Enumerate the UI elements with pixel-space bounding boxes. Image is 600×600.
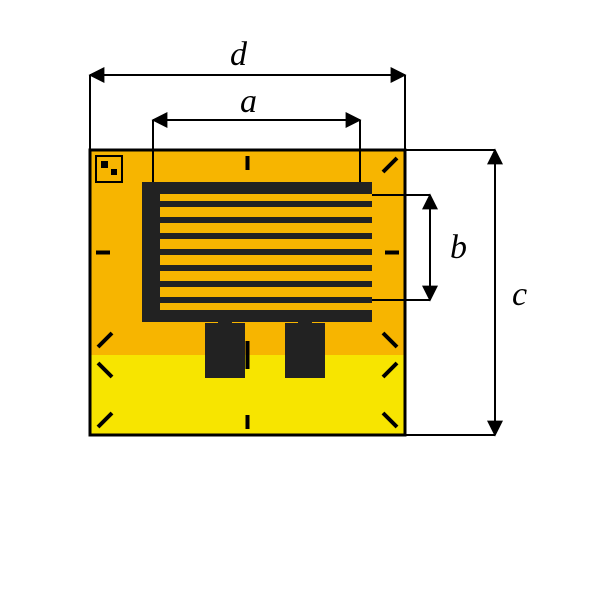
strain-gauge-diagram: d a b c <box>0 0 600 600</box>
dimension-label-b: b <box>450 229 467 266</box>
dimension-label-a: a <box>240 83 257 120</box>
measuring-grid <box>142 182 372 322</box>
dimension-label-c: c <box>512 276 527 313</box>
dimension-label-d: d <box>230 36 248 73</box>
